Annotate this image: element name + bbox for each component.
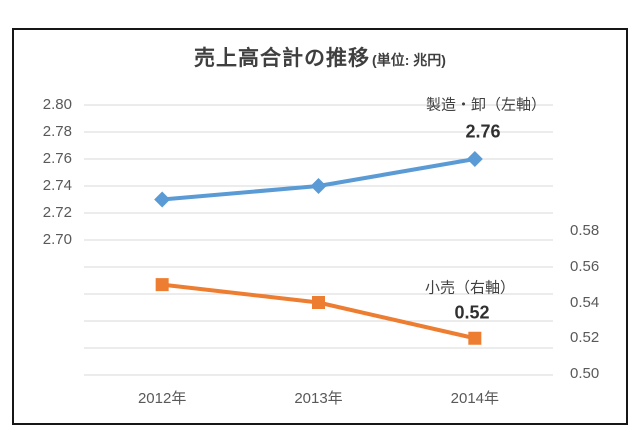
data-label-retail-2014: 0.52 [454, 302, 490, 323]
left-axis-tick: 2.74 [42, 177, 72, 194]
left-axis-tick: 2.80 [42, 96, 72, 113]
diamond-marker [310, 178, 327, 194]
chart-title-unit: (単位: 兆円) [372, 52, 446, 68]
x-axis-label: 2013年 [294, 390, 343, 407]
left-axis-tick: 2.76 [42, 150, 72, 167]
plot-area [84, 104, 553, 376]
square-marker [155, 278, 169, 292]
chart-frame: 売上高合計の推移 (単位: 兆円) 2.80 2.78 2.76 2.74 2.72 2.… [12, 28, 628, 425]
right-axis-tick: 0.52 [570, 329, 600, 347]
left-axis-tick: 2.70 [42, 231, 72, 248]
square-marker [468, 331, 482, 345]
left-axis-tick: 2.72 [42, 204, 72, 221]
diamond-marker [154, 191, 171, 208]
right-axis-tick: 0.56 [570, 257, 600, 275]
x-axis-label: 2012年 [137, 390, 187, 407]
series-label-manufacturing-wholesale: 製造・卸（左軸） [425, 96, 547, 114]
data-label-manufacturing-2014: 2.76 [465, 121, 501, 142]
square-marker [312, 296, 325, 309]
series-label-retail: 小売（右軸） [424, 279, 516, 297]
chart-title-text: 売上高合計の推移 [194, 47, 371, 70]
right-axis-tick: 0.54 [570, 293, 600, 311]
x-axis-label: 2014年 [450, 390, 500, 407]
right-axis-tick: 0.50 [570, 365, 600, 382]
diamond-marker [466, 151, 483, 167]
right-axis-tick: 0.58 [570, 222, 600, 239]
left-axis-tick: 2.78 [42, 123, 72, 140]
chart-title: 売上高合計の推移 (単位: 兆円) [14, 42, 626, 72]
